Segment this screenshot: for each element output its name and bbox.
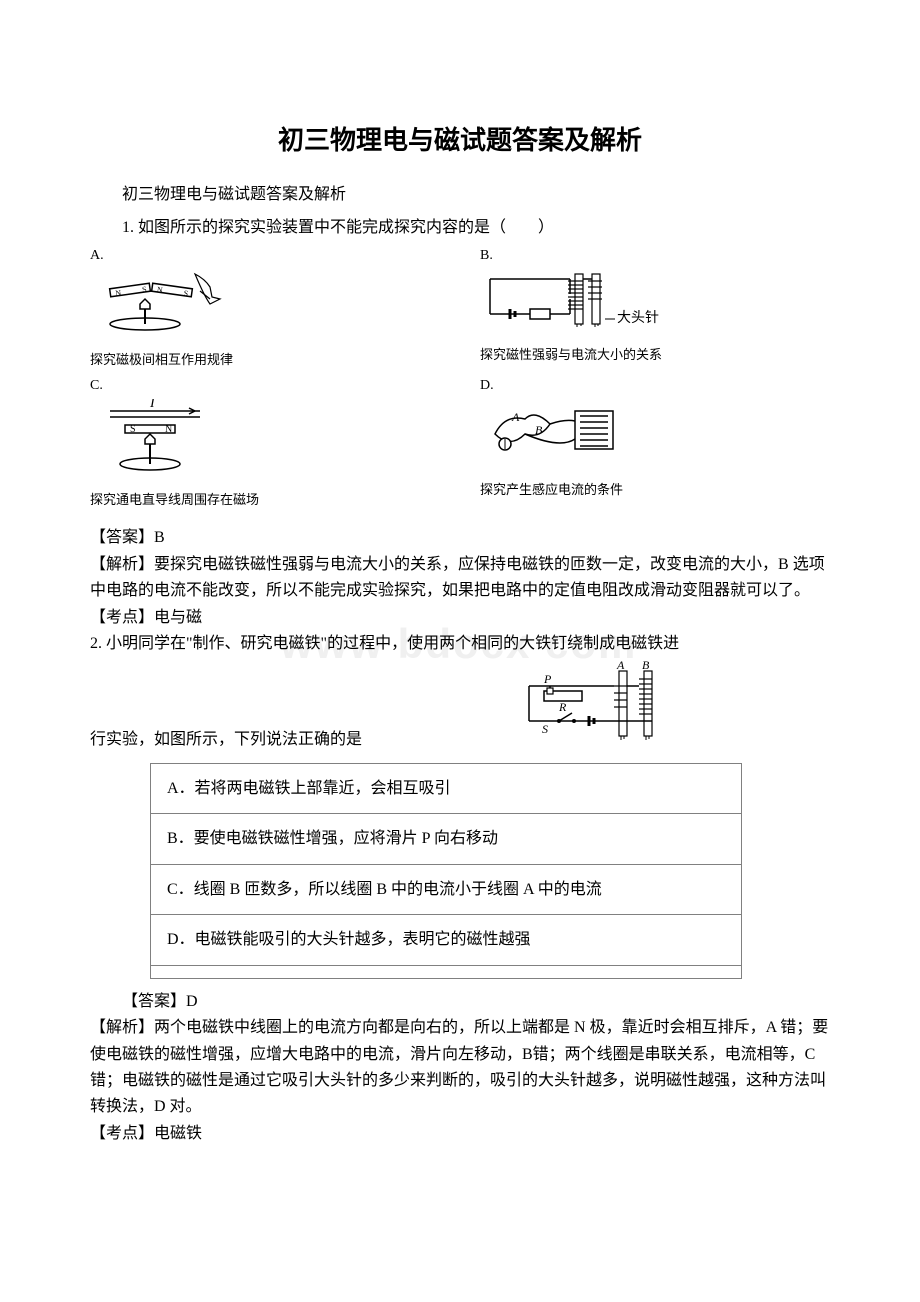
q1-option-a: A. N S N S 探究磁极间相互作用规律 [90, 245, 440, 371]
q1-c-figure: I S N [90, 399, 230, 488]
q1-a-letter: A. [90, 245, 440, 267]
q1-d-caption: 探究产生感应电流的条件 [480, 480, 623, 501]
q2-circuit-figure: P R S A B [362, 661, 830, 751]
q1-analysis: 【解析】要探究电磁铁磁性强弱与电流大小的关系，应保持电磁铁的匝数一定，改变电流的… [90, 552, 830, 605]
q2-stem-line2: 行实验，如图所示，下列说法正确的是 [90, 727, 362, 753]
q2-option-a: A．若将两电磁铁上部靠近，会相互吸引 [151, 763, 742, 814]
q1-b-caption: 探究磁性强弱与电流大小的关系 [480, 345, 662, 366]
q1-c-letter: C. [90, 375, 440, 397]
q2-stem-line1: 2. 小明同学在"制作、研究电磁铁"的过程中，使用两个相同的大铁钉绕制成电磁铁进 [90, 631, 830, 657]
q2-topic: 【考点】电磁铁 [90, 1121, 830, 1147]
q1-d-letter: D. [480, 375, 830, 397]
svg-text:P: P [543, 672, 552, 686]
q2-option-c: C．线圈 B 匝数多，所以线圈 B 中的电流小于线圈 A 中的电流 [151, 864, 742, 915]
q2-options-table: A．若将两电磁铁上部靠近，会相互吸引 B．要使电磁铁磁性增强，应将滑片 P 向右… [150, 763, 742, 979]
svg-text:N: N [165, 424, 172, 435]
q2-option-d: D．电磁铁能吸引的大头针越多，表明它的磁性越强 [151, 915, 742, 966]
q1-d-figure: A B [480, 399, 650, 478]
svg-text:S: S [130, 424, 136, 435]
svg-text:S: S [542, 722, 548, 736]
q2-option-empty [151, 965, 742, 978]
q1-a-caption: 探究磁极间相互作用规律 [90, 350, 233, 371]
q2-figure-row: 行实验，如图所示，下列说法正确的是 P R S A [90, 661, 830, 753]
q1-answer-block: 【答案】B 【解析】要探究电磁铁磁性强弱与电流大小的关系，应保持电磁铁的匝数一定… [90, 525, 830, 631]
svg-text:A: A [616, 661, 625, 672]
q1-answer: 【答案】B [90, 525, 830, 551]
q1-c-caption: 探究通电直导线周围存在磁场 [90, 490, 259, 511]
q2-stem: 2. 小明同学在"制作、研究电磁铁"的过程中，使用两个相同的大铁钉绕制成电磁铁进 [90, 631, 830, 657]
svg-text:大头针: 大头针 [617, 310, 659, 326]
q1-b-letter: B. [480, 245, 830, 267]
svg-text:A: A [511, 410, 520, 424]
q1-figures: A. N S N S 探究磁极间相互作用规律 B [90, 245, 830, 511]
q1-option-c: C. I S N 探究通电直导线周围存在磁场 [90, 375, 440, 511]
svg-text:B: B [535, 423, 543, 437]
subtitle: 初三物理电与磁试题答案及解析 [90, 182, 830, 208]
q1-option-b: B. [480, 245, 830, 371]
q2-option-b: B．要使电磁铁磁性增强，应将滑片 P 向右移动 [151, 814, 742, 865]
svg-text:B: B [642, 661, 650, 672]
q1-topic: 【考点】电与磁 [90, 605, 830, 631]
q1-option-d: D. A B 探究产 [480, 375, 830, 511]
q1-b-figure: 大头针 [480, 269, 680, 343]
q2-analysis: 【解析】两个电磁铁中线圈上的电流方向都是向右的，所以上端都是 N 极，靠近时会相… [90, 1015, 830, 1121]
q2-answer: 【答案】D [90, 989, 830, 1015]
q2-answer-block: 【答案】D 【解析】两个电磁铁中线圈上的电流方向都是向右的，所以上端都是 N 极… [90, 989, 830, 1147]
svg-text:R: R [558, 700, 567, 714]
svg-text:I: I [149, 399, 156, 411]
q1-stem: 1. 如图所示的探究实验装置中不能完成探究内容的是（ ） [90, 215, 830, 241]
q1-a-figure: N S N S [90, 269, 240, 348]
page-title: 初三物理电与磁试题答案及解析 [90, 120, 830, 162]
